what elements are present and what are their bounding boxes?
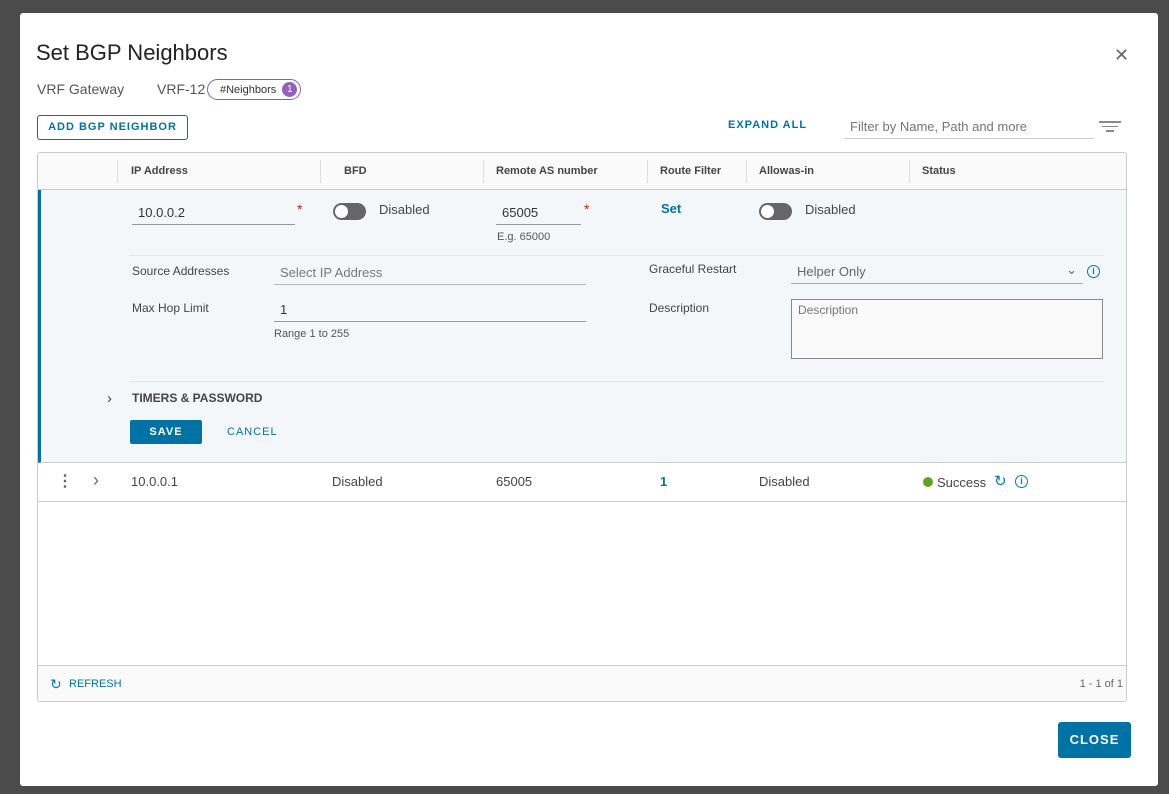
graceful-restart-select[interactable]: Helper Only ⌄ <box>791 260 1083 284</box>
neighbors-badge: #Neighbors 1 <box>207 79 302 100</box>
route-filter-set-link[interactable]: Set <box>661 201 682 216</box>
filter-input[interactable] <box>844 115 1094 139</box>
row-remote-as: 65005 <box>496 474 533 489</box>
info-icon[interactable]: i <box>1015 475 1028 488</box>
max-hop-input[interactable]: 1 <box>274 298 586 322</box>
col-bfd[interactable]: BFD <box>344 165 367 177</box>
col-route-filter[interactable]: Route Filter <box>660 165 722 177</box>
row-allowas-in: Disabled <box>759 474 810 489</box>
row-ip: 10.0.0.1 <box>131 474 178 489</box>
row-actions-icon[interactable]: ⋮ <box>57 473 73 490</box>
allowas-in-toggle[interactable] <box>759 203 792 220</box>
max-hop-hint: Range 1 to 255 <box>274 328 350 340</box>
refresh-icon[interactable]: ↻ <box>994 473 1007 490</box>
source-addresses-select[interactable]: Select IP Address <box>274 261 586 285</box>
pagination-text: 1 - 1 of 1 <box>1079 678 1123 690</box>
bfd-state: Disabled <box>379 202 430 217</box>
max-hop-label: Max Hop Limit <box>132 301 209 315</box>
close-icon[interactable]: ✕ <box>1114 45 1130 65</box>
cancel-button[interactable]: CANCEL <box>227 426 278 438</box>
context-type: VRF Gateway <box>37 81 125 97</box>
col-remote-as[interactable]: Remote AS number <box>496 165 598 177</box>
filter-icon[interactable] <box>1099 121 1121 132</box>
col-ip[interactable]: IP Address <box>131 165 188 177</box>
add-bgp-neighbor-button[interactable]: ADD BGP NEIGHBOR <box>37 115 188 140</box>
source-addresses-label: Source Addresses <box>132 264 230 278</box>
expand-row-icon[interactable]: › <box>93 470 99 490</box>
grid-footer: ↻ REFRESH 1 - 1 of 1 <box>38 665 1126 701</box>
table-row: ⋮ › 10.0.0.1 Disabled 65005 1 Disabled S… <box>38 463 1126 502</box>
save-button[interactable]: SAVE <box>130 420 202 444</box>
description-textarea[interactable] <box>791 299 1103 359</box>
context-name: VRF-12 <box>157 81 206 97</box>
neighbors-grid: IP Address BFD Remote AS number Route Fi… <box>37 152 1127 702</box>
edit-neighbor-form: 10.0.0.2 * Disabled 65005 * E.g. 65000 S… <box>38 190 1126 463</box>
remote-as-hint: E.g. 65000 <box>497 231 551 243</box>
refresh-icon[interactable]: ↻ <box>50 676 62 692</box>
status-text: Success <box>937 475 987 490</box>
bfd-toggle[interactable] <box>333 203 366 220</box>
row-bfd: Disabled <box>332 474 383 489</box>
dialog-title: Set BGP Neighbors <box>36 40 228 65</box>
bgp-neighbors-dialog: Set BGP Neighbors ✕ VRF Gateway VRF-12 #… <box>20 13 1158 786</box>
graceful-restart-label: Graceful Restart <box>649 262 737 276</box>
col-status[interactable]: Status <box>922 165 956 177</box>
badge-label: #Neighbors <box>220 83 277 96</box>
expand-all-button[interactable]: EXPAND ALL <box>728 119 808 131</box>
status-dot-icon <box>923 477 933 487</box>
col-allowas-in[interactable]: Allowas-in <box>759 165 815 177</box>
remote-as-input[interactable]: 65005 <box>496 201 581 225</box>
description-label: Description <box>649 301 710 315</box>
grid-header: IP Address BFD Remote AS number Route Fi… <box>38 153 1126 190</box>
graceful-restart-value: Helper Only <box>797 264 866 279</box>
close-button[interactable]: CLOSE <box>1058 722 1131 758</box>
allowas-in-state: Disabled <box>805 202 856 217</box>
chevron-right-icon[interactable]: › <box>107 390 112 407</box>
refresh-button[interactable]: REFRESH <box>69 678 122 690</box>
badge-count: 1 <box>282 82 298 97</box>
ip-address-input[interactable]: 10.0.0.2 <box>132 201 295 225</box>
chevron-down-icon: ⌄ <box>1066 262 1077 277</box>
row-route-filter-link[interactable]: 1 <box>660 474 668 489</box>
timers-password-toggle[interactable]: TIMERS & PASSWORD <box>132 391 263 405</box>
info-icon[interactable]: i <box>1087 265 1100 278</box>
